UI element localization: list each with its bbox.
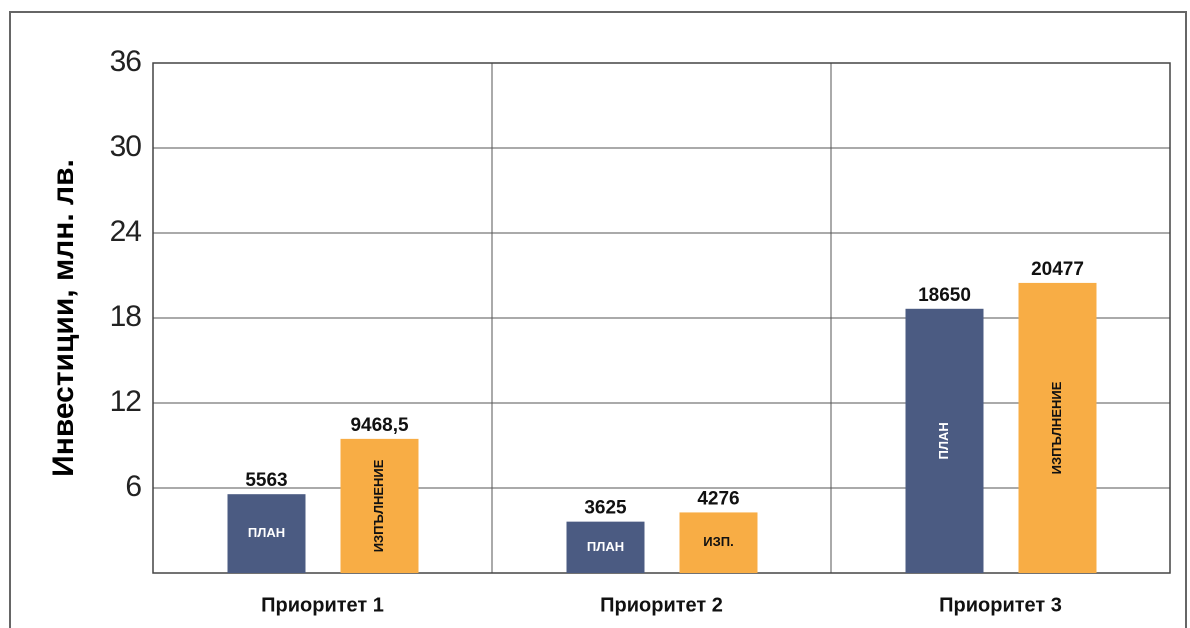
value-label: 20477 (1031, 259, 1084, 280)
frame (9, 11, 1187, 628)
value-label: 5563 (245, 470, 287, 491)
y-tick-label: 36 (110, 45, 142, 78)
bar (566, 521, 645, 573)
y-axis-label: Инвестиции, млн. лв. (47, 159, 80, 477)
bar-inner-label: ПЛАН (936, 422, 951, 459)
bar (679, 512, 758, 573)
bar (905, 308, 984, 573)
value-label: 18650 (918, 285, 971, 306)
x-tick-label: Приоритет 3 (939, 594, 1062, 616)
y-tick-label: 12 (110, 385, 142, 418)
x-tick-label: Приоритет 1 (261, 594, 384, 616)
y-tick-label: 6 (125, 470, 141, 503)
bar-inner-label: ИЗПЪЛНЕНИЕ (371, 459, 386, 552)
y-tick-label: 24 (110, 215, 142, 248)
value-label: 3625 (584, 498, 627, 519)
bar (340, 438, 419, 573)
bar (227, 494, 306, 573)
bar-inner-label: ПЛАН (248, 525, 285, 540)
value-label: 9468,5 (350, 415, 409, 436)
bar-inner-label: ИЗПЪЛНЕНИЕ (1049, 381, 1064, 474)
bar (1018, 282, 1097, 573)
y-tick-label: 30 (110, 130, 142, 163)
bar-inner-label: ПЛАН (587, 539, 624, 554)
value-label: 4276 (697, 488, 739, 509)
y-tick-label: 18 (110, 300, 142, 333)
plot-area (152, 62, 1171, 574)
bar-inner-label: ИЗП. (703, 534, 733, 549)
x-tick-label: Приоритет 2 (600, 594, 723, 616)
